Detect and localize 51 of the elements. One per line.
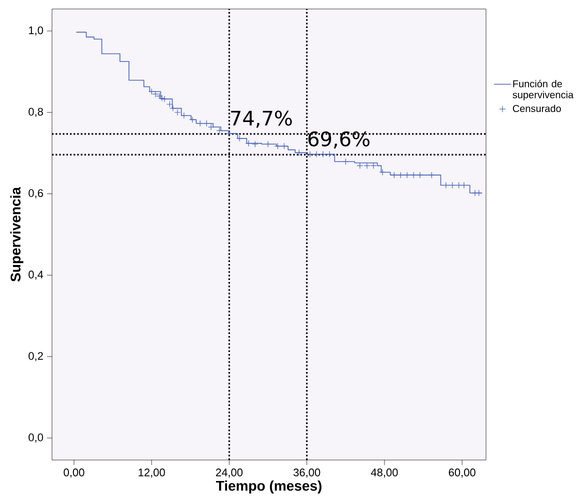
point: [264, 140, 272, 148]
point: [189, 116, 196, 124]
point: [410, 172, 417, 178]
point: [152, 90, 159, 98]
point: [390, 172, 398, 178]
x-tick-label: 36,00: [294, 468, 320, 478]
x-tick-label: 24,00: [216, 468, 243, 478]
point: [428, 172, 435, 178]
point: [196, 120, 204, 127]
point: [306, 151, 314, 158]
legend-label: Función de supervivencia: [512, 80, 574, 100]
x-tick-label: 12,00: [138, 468, 165, 478]
point: [296, 149, 302, 156]
x-axis-title: Tiempo (meses): [216, 480, 322, 494]
point: [342, 158, 349, 165]
point: [245, 140, 252, 147]
point: [379, 168, 386, 176]
point: [416, 172, 424, 178]
point: [476, 190, 482, 196]
y-axis-title: Supervivencia: [10, 186, 24, 282]
y-tick-label: 0,8: [28, 108, 43, 117]
point: [280, 142, 288, 150]
y-tick-label: 0,0: [28, 433, 44, 443]
point: [356, 162, 364, 170]
point: [226, 130, 233, 137]
point: [364, 162, 370, 170]
point: [326, 151, 333, 158]
x-tick-label: 48,00: [370, 468, 398, 478]
point: [180, 112, 188, 119]
point: [158, 94, 166, 102]
y-tick-label: 0,4: [28, 270, 44, 280]
x-tick-label: 0,00: [64, 468, 84, 478]
point: [397, 172, 404, 178]
x-tick-label: 60,00: [448, 468, 476, 478]
point: [166, 100, 174, 108]
point: [404, 172, 410, 178]
point: [313, 151, 320, 158]
point: [252, 140, 258, 148]
legend-label: Censurado: [512, 104, 561, 112]
annotation: 69,6%: [308, 131, 370, 149]
point: [216, 127, 223, 134]
point: [370, 162, 377, 170]
point: [472, 190, 478, 196]
point: [148, 88, 155, 95]
point: [320, 151, 326, 158]
point: [236, 135, 243, 142]
point: [274, 142, 282, 150]
annotation: 74,7%: [231, 110, 292, 128]
y-tick-label: 1,0: [29, 26, 44, 36]
y-tick-label: 0,2: [28, 352, 43, 362]
y-tick-label: 0,6: [28, 189, 43, 198]
